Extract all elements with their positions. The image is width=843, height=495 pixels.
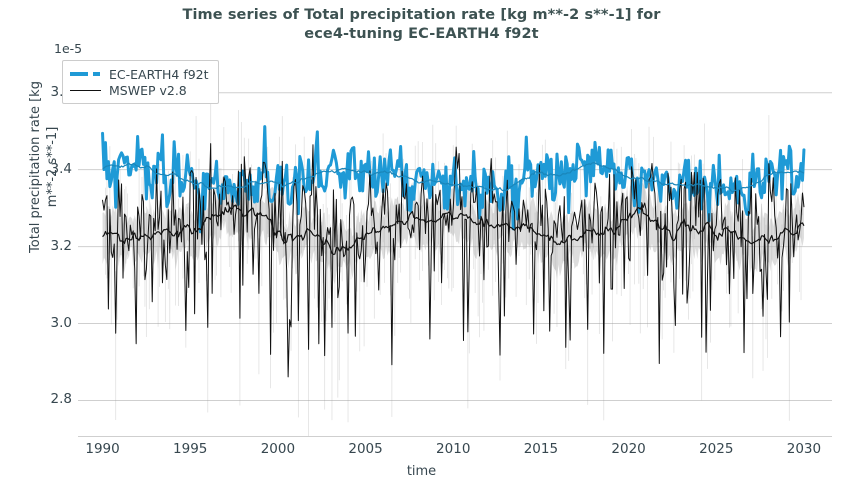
y-axis-label: Total precipitation rate [kg m**-2 s**-1… [27, 37, 61, 297]
chart-title: Time series of Total precipitation rate … [0, 6, 843, 44]
legend-item-ec-earth4: EC-EARTH4 f92t [70, 66, 209, 82]
y-axis-tick-3.0: 3.0 [50, 314, 72, 331]
trend-line-mswep-v2-8-smoothed [102, 204, 805, 256]
trend-line-ec-earth4-f92t-smoothed [102, 162, 805, 193]
chart-title-line-1: Time series of Total precipitation rate … [182, 7, 661, 23]
x-axis-tick-1995: 1995 [173, 441, 208, 457]
y-axis-tick-3.2: 3.2 [50, 237, 72, 254]
x-axis-tick-2000: 2000 [260, 441, 296, 457]
spread-whiskers [105, 93, 803, 437]
legend-label: MSWEP v2.8 [109, 82, 187, 98]
y-axis-offset-label: 1e-5 [54, 41, 83, 56]
plot-area [78, 60, 832, 437]
x-axis-tick-2020: 2020 [611, 441, 646, 457]
legend-item-mswep: MSWEP v2.8 [70, 82, 209, 98]
x-axis-tick-2025: 2025 [699, 441, 734, 457]
x-axis-tick-2015: 2015 [523, 441, 559, 457]
legend-swatch-line-icon-black [70, 83, 102, 97]
legend-label: EC-EARTH4 f92t [109, 66, 209, 82]
y-axis-tick-2.8: 2.8 [50, 391, 72, 408]
chart-legend: EC-EARTH4 f92t MSWEP v2.8 [62, 60, 219, 104]
y-axis-label-line-2: m**-2 s**-1] [45, 126, 60, 208]
x-axis-tick-2010: 2010 [436, 441, 471, 457]
x-axis-tick-1990: 1990 [85, 441, 120, 457]
y-axis-label-line-1: Total precipitation rate [kg [28, 81, 43, 253]
chart-title-line-2: ece4-tuning EC-EARTH4 f92t [304, 26, 539, 42]
uncertainty-band-mswep [102, 176, 804, 285]
x-axis-tick-2005: 2005 [348, 441, 383, 457]
plot-canvas [78, 92, 832, 437]
x-axis-tick-2030: 2030 [786, 441, 822, 457]
x-axis-label: time [406, 464, 437, 479]
legend-swatch-line-icon-blue [70, 67, 102, 81]
y-axis-tick-3.4: 3.4 [50, 160, 72, 177]
series-line-mswep-v2-8 [102, 143, 805, 378]
x-axis-tick-labels: 1990 1995 2000 2005 2010 2015 2020 2025 2030 [78, 441, 832, 461]
